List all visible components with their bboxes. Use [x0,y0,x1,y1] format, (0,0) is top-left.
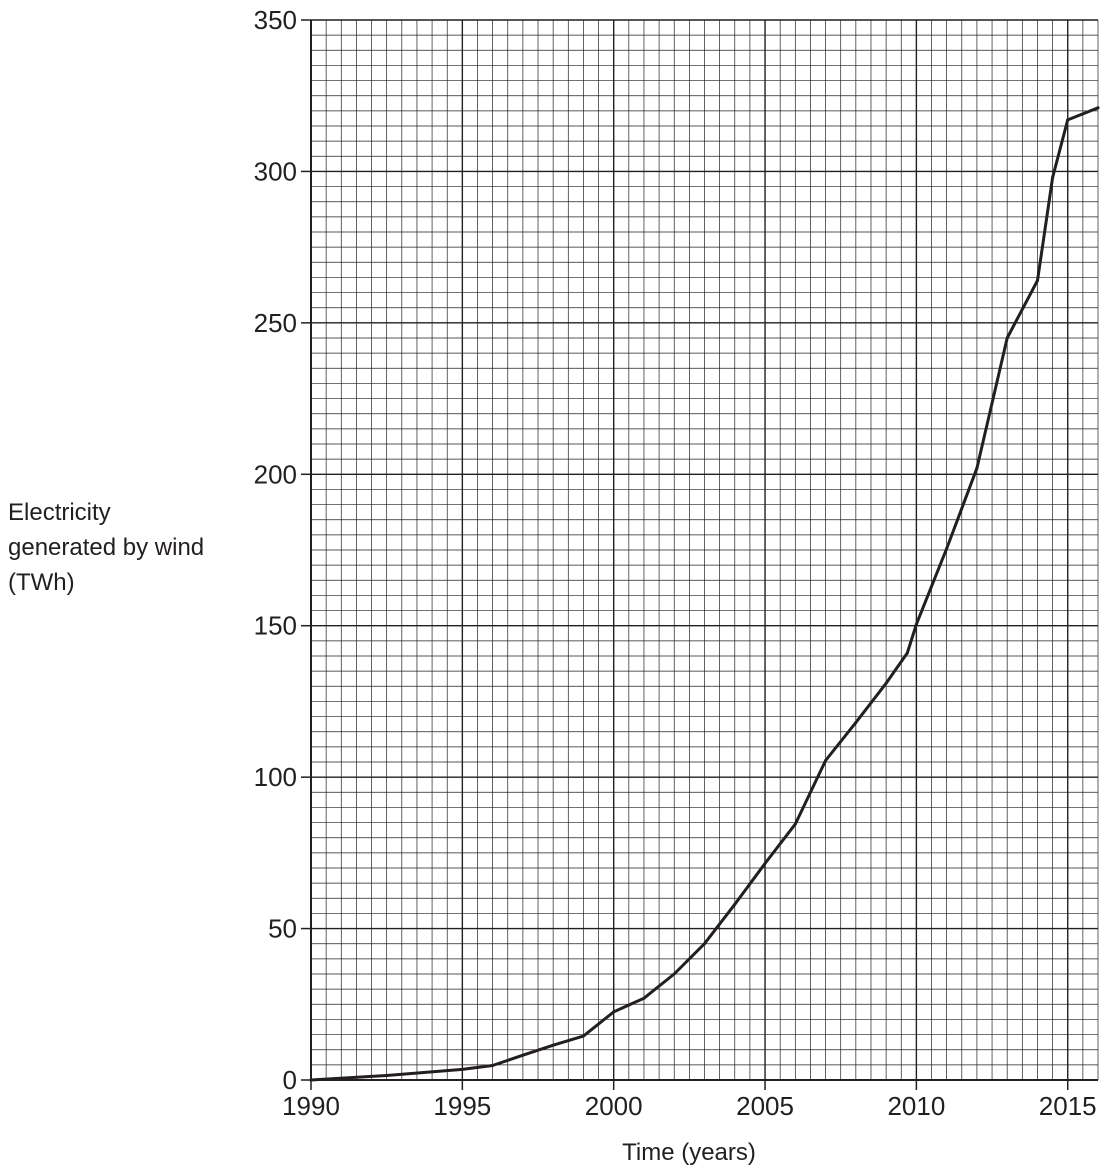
data-point [521,1053,525,1057]
tick-labels: 1990 1995 2000 2005 2010 2015 0 50 100 150 200 250 3… [254,5,1097,1121]
y-tick-label: 0 [283,1065,297,1095]
y-tick-label: 350 [254,5,297,35]
data-point [793,822,797,826]
x-tick-label: 1995 [433,1091,491,1121]
x-tick-label: 2010 [887,1091,945,1121]
data-point [733,902,737,906]
data-point [945,547,949,550]
data-point [672,972,676,976]
y-tick-label: 300 [254,156,297,186]
y-tick-label: 250 [254,308,297,338]
data-point [884,681,888,685]
data-point [703,942,706,946]
x-tick-label: 2000 [585,1091,643,1121]
axes [301,19,1098,1090]
data-point [1096,106,1100,110]
y-axis-title-line-3: (TWh) [8,569,75,596]
data-point [1051,176,1055,179]
data-point [1036,279,1039,282]
y-tick-label: 100 [254,762,297,792]
series-layer [309,106,1100,1082]
data-point [491,1064,495,1067]
x-tick-label: 2005 [736,1091,794,1121]
data-point [581,1034,585,1038]
data-point [905,651,909,655]
data-point [975,466,979,470]
data-point [460,1067,464,1071]
data-point [309,1078,313,1082]
data-point [1066,118,1070,122]
data-point [854,721,858,725]
y-tick-label: 150 [254,611,297,641]
x-axis-title: Time (years) [622,1139,756,1166]
data-point [642,996,646,1000]
minor-grid [311,20,1099,1080]
x-tick-label: 1990 [282,1091,340,1121]
data-point [824,759,828,762]
data-point [385,1074,389,1077]
y-tick-label: 200 [254,459,297,489]
y-axis-title-line-1: Electricity [8,499,111,526]
data-point [1005,336,1009,340]
x-tick-label: 2015 [1039,1091,1097,1121]
data-point [914,622,918,626]
series-line [309,106,1100,1082]
data-point [763,862,767,865]
y-tick-label: 50 [268,914,297,944]
data-point [612,1010,616,1014]
y-axis-title-line-2: generated by wind [8,534,204,561]
data-point [551,1043,555,1047]
